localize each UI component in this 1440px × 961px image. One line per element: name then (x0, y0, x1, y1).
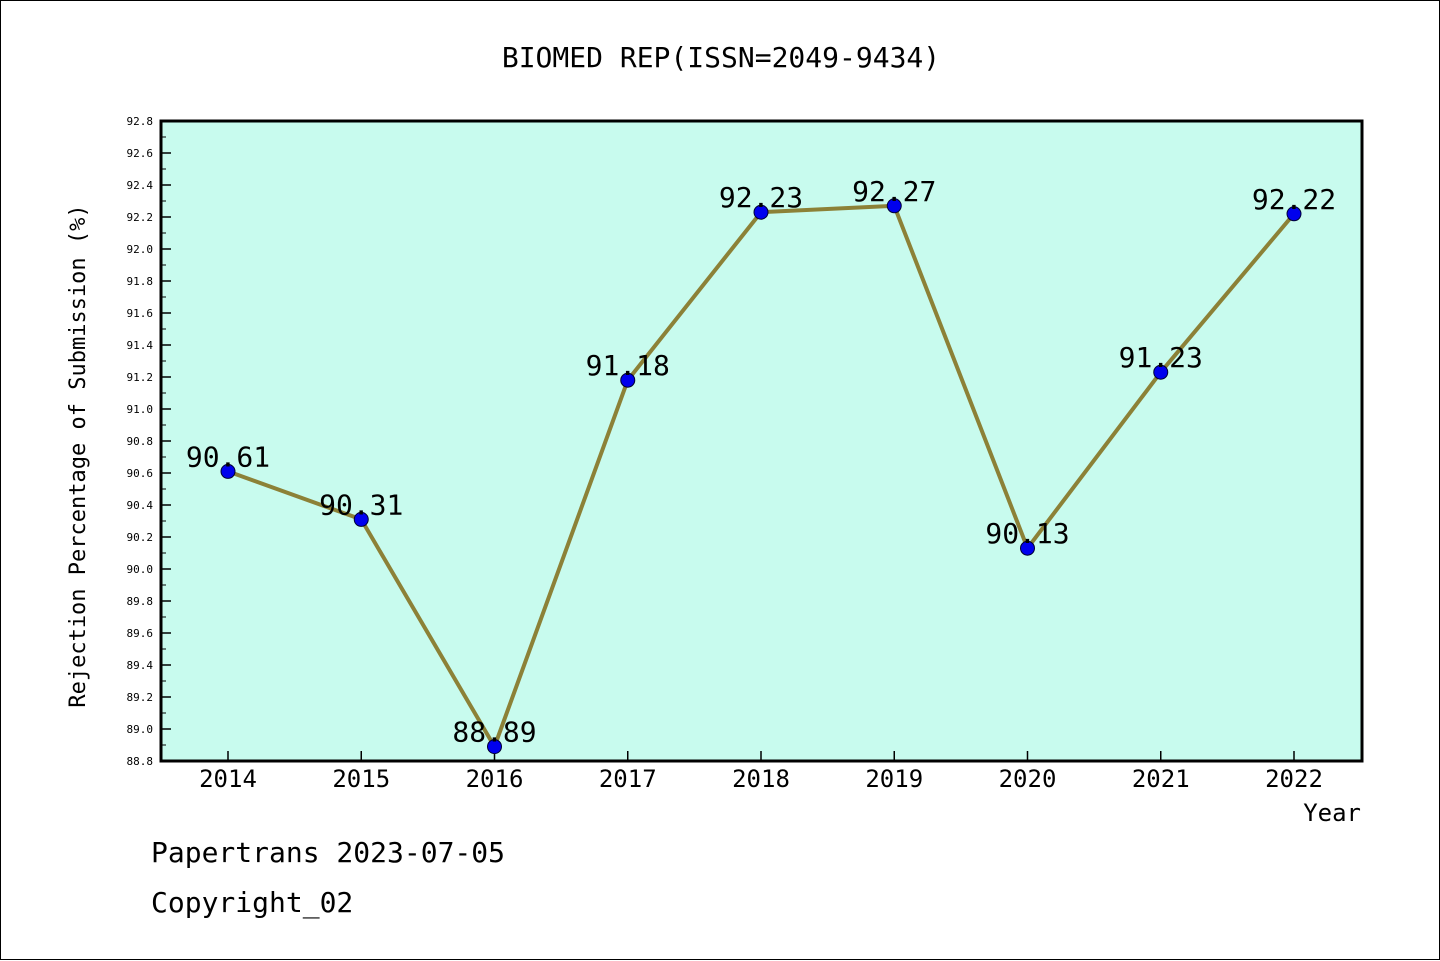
data-labels-group: 90.61 90.31 88.89 91.18 92.23 92.27 90.13 91.23… (186, 175, 1336, 749)
data-point (220, 463, 236, 479)
plot-area (159, 119, 1364, 763)
y-tick-label: 91.6 (127, 307, 154, 320)
y-tick-label: 92.8 (127, 115, 154, 128)
x-tick-label: 2016 (466, 765, 524, 793)
data-label: 88.89 (452, 716, 536, 749)
y-tick-label: 91.0 (127, 403, 154, 416)
series-points-group (220, 198, 1302, 755)
data-point (1286, 206, 1302, 222)
data-label: 91.23 (1119, 341, 1203, 374)
y-tick-label: 90.8 (127, 435, 154, 448)
data-label: 92.27 (852, 175, 936, 208)
y-tick-label: 89.8 (127, 595, 154, 608)
x-tick-label: 2021 (1132, 765, 1190, 793)
data-point (753, 204, 769, 220)
data-label: 90.13 (985, 517, 1069, 550)
data-point (620, 372, 636, 388)
y-tick-label: 90.0 (127, 563, 154, 576)
y-tick-label: 91.8 (127, 275, 154, 288)
y-tick-label: 88.8 (127, 755, 154, 768)
y-tick-label: 90.4 (127, 499, 154, 512)
chart-title: BIOMED REP(ISSN=2049-9434) (502, 41, 940, 74)
data-point (1153, 364, 1169, 380)
y-tick-label: 90.6 (127, 467, 154, 480)
x-tick-label: 2017 (599, 765, 657, 793)
x-tick-label: 2018 (732, 765, 790, 793)
y-tick-label: 89.0 (127, 723, 154, 736)
y-tick-label: 92.4 (127, 179, 154, 192)
y-tick-label: 92.2 (127, 211, 154, 224)
x-tick-label: 2014 (199, 765, 257, 793)
data-label: 90.61 (186, 440, 270, 473)
data-point (487, 739, 502, 755)
x-tick-label: 2019 (865, 765, 923, 793)
data-label: 92.22 (1252, 183, 1336, 216)
y-tick-label: 91.4 (127, 339, 154, 352)
data-label: 92.23 (719, 181, 803, 214)
y-tick-label: 89.6 (127, 627, 154, 640)
y-tick-label: 89.4 (127, 659, 154, 672)
x-axis-label: Year (1303, 799, 1361, 827)
y-axis-ticks: 88.8 89.0 89.2 89.4 89.6 89.8 90.0 90.2 90.4 90.6… (127, 115, 171, 768)
footer-line-2: Copyright_02 (151, 886, 354, 919)
x-axis-ticks: 2014 2015 2016 2017 2018 2019 2020 2021 2022 (199, 751, 1323, 793)
y-tick-label: 89.2 (127, 691, 154, 704)
x-tick-label: 2020 (999, 765, 1057, 793)
data-label: 91.18 (586, 349, 670, 382)
y-tick-label: 92.6 (127, 147, 154, 160)
data-point (1020, 540, 1035, 556)
x-tick-label: 2015 (332, 765, 390, 793)
data-point (353, 511, 369, 527)
y-tick-label: 90.2 (127, 531, 154, 544)
x-tick-label: 2022 (1265, 765, 1323, 793)
data-point (886, 198, 902, 214)
y-tick-label: 92.0 (127, 243, 154, 256)
y-tick-label: 91.2 (127, 371, 154, 384)
y-axis-label: Rejection Percentage of Submission (%) (66, 204, 91, 707)
data-label: 90.31 (319, 488, 403, 521)
footer-line-1: Papertrans 2023-07-05 (151, 836, 506, 869)
